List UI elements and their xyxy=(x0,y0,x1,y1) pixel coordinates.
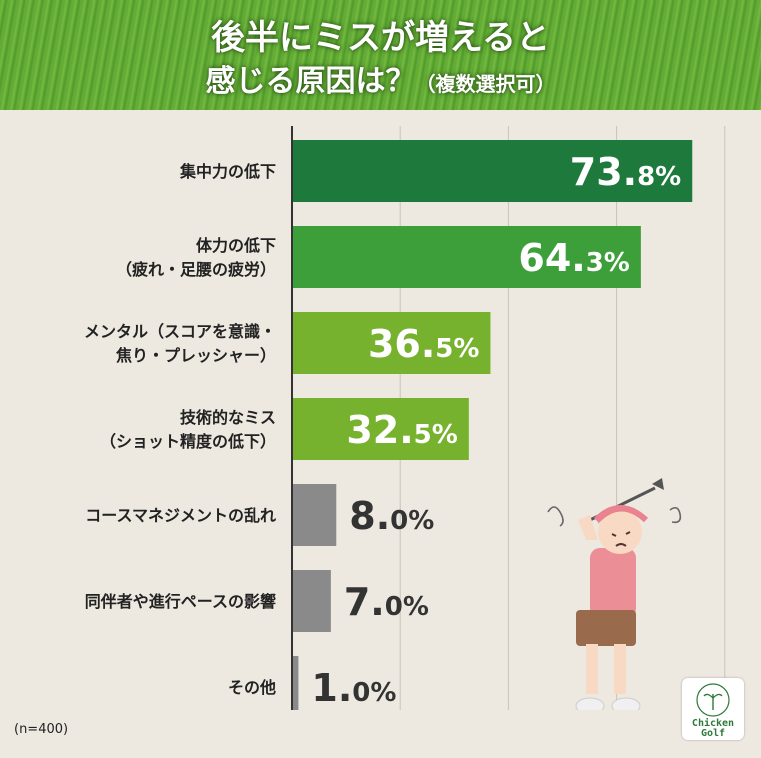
value-labels: 73.8% 64.3% 36.5% 32.5% 8.0% 7.0% 1.0% xyxy=(311,150,681,710)
category-label: 集中力の低下 xyxy=(179,162,276,181)
title-line-1: 後半にミスが増えると xyxy=(211,18,550,58)
bars xyxy=(293,140,693,710)
bar xyxy=(293,570,331,632)
value-label: 1.0% xyxy=(311,666,396,710)
title-line-2: 感じる原因は？（複数選択可） xyxy=(0,56,761,100)
bar xyxy=(293,398,469,460)
title-main: 感じる原因は？ xyxy=(205,64,416,99)
value-label: 73.8% xyxy=(570,150,681,194)
logo-text-2: Golf xyxy=(700,728,726,739)
category-label: コースマネジメントの乱れ xyxy=(85,506,276,525)
logo-text-1: Chicken xyxy=(691,718,735,729)
category-label: メンタル（スコアを意識・ xyxy=(84,322,276,341)
golfer-illustration xyxy=(547,478,682,710)
bar xyxy=(293,656,299,710)
value-label: 8.0% xyxy=(349,494,434,538)
bar xyxy=(293,312,491,374)
category-label: 体力の低下 xyxy=(196,236,276,255)
value-label: 7.0% xyxy=(344,580,429,624)
sample-size-note: (n=400) xyxy=(14,722,69,737)
title-banner: 後半にミスが増えると 感じる原因は？（複数選択可） xyxy=(0,0,761,110)
value-label: 36.5% xyxy=(368,322,479,366)
logo-emblem xyxy=(696,683,730,717)
chicken-golf-logo: Chicken Golf xyxy=(682,678,744,740)
category-label: 技術的なミス xyxy=(180,408,276,427)
category-label: （ショット精度の低下） xyxy=(100,432,276,451)
bar xyxy=(293,226,641,288)
bar xyxy=(293,140,693,202)
category-label: 焦り・プレッシャー） xyxy=(115,346,276,365)
category-label: （疲れ・足腰の疲労） xyxy=(116,260,276,279)
gridlines xyxy=(291,126,726,710)
title-suffix: （複数選択可） xyxy=(415,72,556,96)
value-label: 32.5% xyxy=(346,408,457,452)
category-label: 同伴者や進行ペースの影響 xyxy=(85,592,276,611)
bar xyxy=(293,484,337,546)
value-label: 64.3% xyxy=(518,236,629,280)
category-label: その他 xyxy=(228,678,276,697)
